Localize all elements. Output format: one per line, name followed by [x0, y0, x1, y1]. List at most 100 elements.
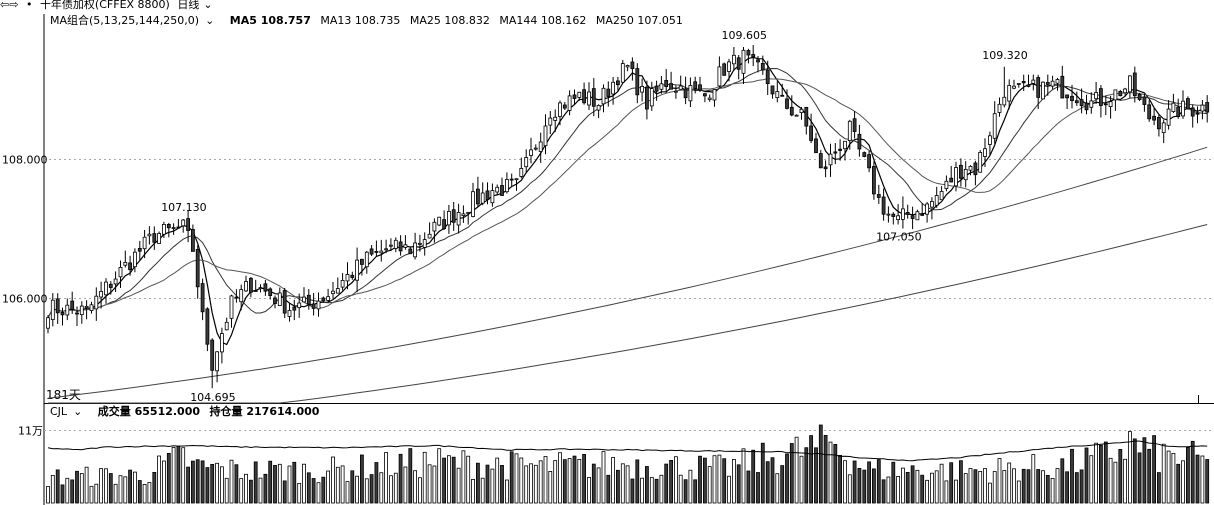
candle: [645, 80, 649, 120]
candle-body: [901, 208, 905, 220]
candle: [263, 280, 268, 296]
candle: [814, 132, 818, 154]
volume-bar: [751, 449, 756, 504]
volume-bar: [1089, 455, 1094, 504]
candle-body: [698, 84, 702, 91]
volume-bar: [384, 452, 389, 504]
ma144-line: [47, 146, 1208, 399]
candle: [132, 248, 137, 273]
candle-body: [983, 148, 987, 157]
candle: [1103, 95, 1108, 116]
candle: [345, 262, 350, 290]
extreme-label: 109.320: [982, 49, 1028, 62]
candle: [567, 90, 572, 116]
candle-body: [374, 250, 379, 253]
candle: [1094, 82, 1098, 104]
volume-bar: [703, 457, 707, 504]
volume-bar: [248, 479, 253, 504]
volume-bar: [1181, 460, 1185, 504]
candle-body: [113, 278, 118, 285]
back-forward-arrows-icon[interactable]: ⇦⇨: [0, 0, 19, 11]
volume-bar: [562, 459, 567, 504]
volume-bar: [70, 479, 75, 504]
candle: [770, 85, 775, 99]
volume-bar: [403, 466, 408, 504]
candle: [828, 143, 833, 177]
candle: [292, 299, 297, 321]
candle-body: [838, 148, 842, 151]
candle: [350, 271, 355, 280]
candle-body: [930, 201, 934, 208]
period-selector[interactable]: 日线 ⌄: [177, 0, 216, 11]
candle: [1041, 81, 1045, 100]
volume-bar: [1021, 468, 1026, 504]
candle-body: [509, 178, 514, 181]
candle-body: [794, 114, 799, 117]
candle: [678, 75, 683, 90]
candle: [891, 212, 896, 225]
candle: [495, 184, 500, 195]
candle: [186, 210, 191, 243]
ma25-line: [47, 78, 1208, 318]
candle-body: [456, 211, 461, 226]
volume-bar: [219, 466, 224, 504]
volume-bar: [108, 473, 113, 504]
volume-bar: [166, 452, 171, 504]
volume-bar: [785, 453, 789, 504]
candle: [823, 160, 828, 178]
candle-body: [818, 153, 823, 169]
candle: [833, 143, 838, 165]
volume-bar: [75, 470, 79, 504]
candle-body: [809, 125, 813, 141]
candle: [152, 226, 157, 250]
volume-bar: [1113, 461, 1118, 504]
volume-bar: [553, 460, 558, 504]
volume-indicator-selector[interactable]: CJL ⌄: [50, 405, 88, 418]
instrument-title[interactable]: 十年债加权(CFFEX 8800): [39, 0, 170, 11]
candle: [321, 296, 326, 303]
candle: [741, 47, 746, 84]
candle-body: [572, 94, 577, 99]
candle: [746, 48, 751, 64]
open-interest-path: [47, 440, 1208, 462]
volume-bar: [451, 456, 456, 504]
candle-body: [596, 105, 601, 111]
candle-body: [89, 304, 94, 311]
candle: [1181, 90, 1185, 119]
candle-body: [1171, 102, 1176, 112]
candle: [519, 157, 524, 179]
days-label: 181天: [46, 388, 81, 402]
candle: [751, 45, 756, 67]
candle: [693, 76, 698, 94]
candle: [625, 64, 630, 72]
volume-bar: [331, 456, 335, 504]
volume-bar: [963, 473, 968, 504]
volume-bar: [359, 454, 364, 504]
candle-body: [432, 221, 437, 232]
ma-combo-selector[interactable]: MA组合(5,13,25,144,250,0) ⌄: [50, 14, 220, 27]
chevron-down-icon: ⌄: [203, 0, 213, 11]
volume-bar: [625, 465, 630, 504]
candle: [1186, 96, 1190, 110]
candle-body: [466, 212, 471, 214]
candle-body: [1026, 84, 1031, 87]
volume-bar: [649, 477, 654, 504]
volume-bar: [746, 470, 751, 504]
volume-bar: [316, 482, 321, 504]
volume-bar: [268, 460, 273, 504]
volume-bar: [978, 470, 983, 504]
candle: [335, 277, 340, 294]
candle: [437, 216, 442, 227]
volume-bar: [727, 475, 731, 504]
volume-bar: [901, 467, 905, 504]
candle: [1152, 108, 1156, 126]
candle-body: [881, 196, 886, 215]
candle: [905, 204, 910, 219]
volume-bar: [717, 454, 722, 504]
candle: [427, 222, 432, 239]
volume-bar: [760, 442, 765, 504]
candle-body: [558, 102, 562, 117]
candle-body: [978, 151, 983, 173]
candle: [1108, 95, 1113, 119]
